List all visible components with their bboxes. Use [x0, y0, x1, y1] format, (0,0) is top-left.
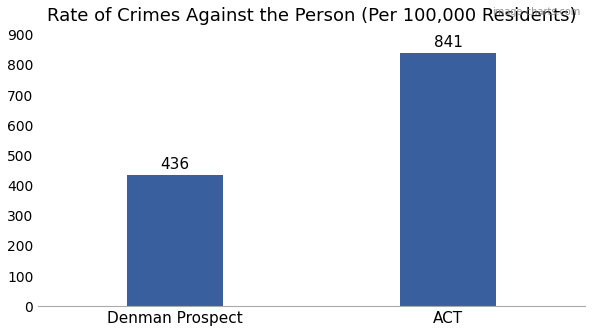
Text: 841: 841: [434, 35, 463, 50]
Title: Rate of Crimes Against the Person (Per 100,000 Residents): Rate of Crimes Against the Person (Per 1…: [47, 7, 577, 25]
Text: 436: 436: [160, 157, 189, 172]
Bar: [127, 175, 223, 306]
Text: image-charts.com: image-charts.com: [492, 7, 580, 17]
Bar: [400, 53, 496, 306]
